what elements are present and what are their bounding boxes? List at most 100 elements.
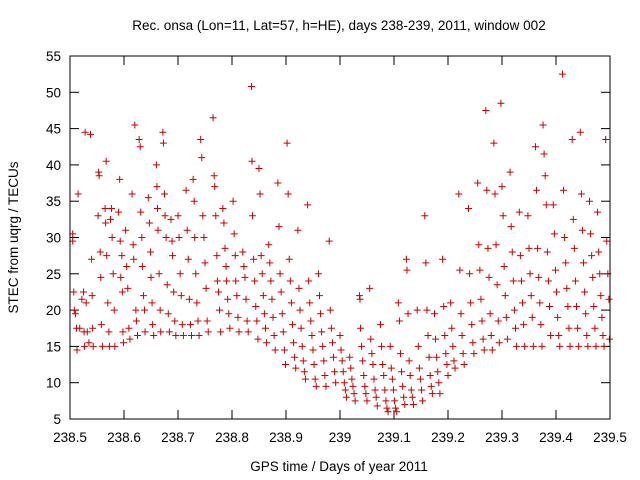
data-point: [115, 208, 123, 216]
data-point: [528, 313, 536, 321]
data-point: [520, 321, 528, 329]
data-point: [377, 321, 384, 329]
data-point: [243, 317, 251, 325]
data-point: [383, 404, 391, 412]
data-point: [242, 295, 250, 303]
data-point: [408, 393, 416, 401]
data-point: [419, 397, 427, 405]
data-point: [156, 306, 164, 314]
x-tick-label: 238.9: [269, 430, 303, 445]
data-point: [563, 284, 571, 292]
x-tick-label: 239.1: [377, 430, 411, 445]
data-point: [349, 382, 357, 390]
data-point: [328, 339, 336, 347]
y-tick-label: 20: [46, 303, 61, 318]
data-point: [502, 313, 510, 321]
y-tick-label: 30: [46, 231, 61, 246]
data-point: [225, 310, 233, 318]
data-point: [124, 284, 132, 292]
data-point: [269, 313, 277, 321]
data-point: [283, 139, 291, 147]
data-point: [326, 306, 334, 314]
data-point: [111, 342, 119, 350]
data-point: [576, 128, 584, 136]
data-point: [549, 201, 557, 209]
data-point: [381, 386, 389, 394]
data-point: [310, 361, 318, 369]
data-point: [553, 288, 561, 296]
x-tick-label: 238.5: [53, 430, 87, 445]
data-point: [366, 284, 374, 292]
data-point: [83, 328, 91, 336]
x-tick-label: 239: [329, 430, 352, 445]
data-point: [425, 353, 433, 361]
data-point: [212, 212, 220, 220]
data-point: [395, 317, 403, 325]
data-point: [319, 342, 327, 350]
data-point: [306, 299, 314, 307]
data-point: [605, 295, 613, 303]
data-point: [427, 382, 435, 390]
data-point: [146, 248, 154, 256]
data-point: [538, 342, 546, 350]
data-point: [320, 357, 328, 365]
data-point: [154, 226, 162, 234]
data-point: [486, 310, 494, 318]
data-point: [368, 350, 376, 358]
data-point: [292, 364, 300, 372]
data-point: [104, 299, 112, 307]
data-point: [70, 306, 78, 314]
data-point: [175, 234, 183, 241]
data-point: [123, 263, 131, 271]
data-point: [533, 186, 541, 194]
data-point: [597, 292, 605, 300]
data-point: [258, 270, 266, 278]
data-point: [221, 244, 229, 252]
data-point: [358, 342, 366, 350]
data-point: [465, 204, 473, 212]
data-point: [321, 371, 329, 379]
data-point: [482, 106, 490, 114]
y-tick-label: 25: [46, 267, 61, 282]
data-point: [89, 324, 97, 332]
data-point: [389, 386, 397, 394]
data-point: [421, 212, 429, 220]
data-point: [580, 259, 588, 267]
data-point: [331, 368, 339, 376]
data-point: [588, 252, 596, 260]
data-point: [235, 328, 243, 336]
data-point: [566, 342, 574, 350]
data-point: [406, 371, 414, 379]
data-point: [517, 277, 525, 285]
data-point: [500, 263, 508, 271]
x-tick-labels: 238.5 238.6 238.7 238.8 238.9 239 239.1 239.2 23…: [53, 430, 627, 445]
data-point: [103, 252, 111, 260]
data-point: [82, 299, 90, 307]
data-point: [102, 157, 110, 165]
data-point: [132, 317, 140, 325]
data-point: [415, 364, 423, 372]
data-point: [529, 342, 537, 350]
data-point: [575, 342, 583, 350]
data-point: [252, 302, 260, 310]
data-point: [216, 306, 224, 314]
data-point: [270, 332, 278, 340]
data-point: [510, 306, 518, 314]
data-point: [200, 234, 208, 241]
y-tick-label: 40: [46, 158, 61, 173]
data-point: [448, 324, 456, 332]
data-point: [153, 204, 161, 212]
data-point: [290, 339, 298, 347]
data-point: [317, 310, 325, 318]
data-point: [531, 143, 539, 151]
data-point: [314, 270, 322, 278]
data-point: [355, 292, 363, 300]
data-point: [450, 357, 458, 365]
data-point: [318, 328, 326, 336]
data-point: [458, 332, 466, 340]
data-point: [204, 328, 212, 336]
data-point: [386, 342, 394, 350]
data-point: [89, 342, 97, 350]
data-point: [475, 241, 483, 249]
data-point: [117, 273, 125, 281]
